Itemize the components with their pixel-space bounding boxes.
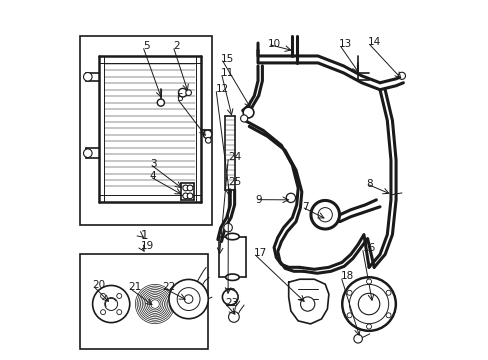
Circle shape bbox=[317, 208, 332, 222]
Text: 23: 23 bbox=[224, 298, 238, 308]
Bar bbox=[81, 255, 208, 349]
Circle shape bbox=[83, 72, 92, 81]
Text: 16: 16 bbox=[362, 243, 375, 253]
Circle shape bbox=[385, 290, 390, 295]
Circle shape bbox=[349, 284, 388, 324]
Text: 17: 17 bbox=[253, 248, 266, 258]
Circle shape bbox=[224, 223, 232, 232]
Circle shape bbox=[101, 310, 105, 315]
Text: 5: 5 bbox=[142, 41, 149, 51]
Circle shape bbox=[117, 293, 122, 298]
Circle shape bbox=[240, 115, 247, 122]
Circle shape bbox=[398, 72, 405, 80]
Circle shape bbox=[187, 185, 193, 191]
Circle shape bbox=[346, 290, 351, 295]
Text: 25: 25 bbox=[228, 177, 241, 187]
Text: 11: 11 bbox=[221, 68, 234, 78]
Circle shape bbox=[205, 138, 211, 143]
Circle shape bbox=[101, 293, 105, 298]
Circle shape bbox=[203, 130, 211, 139]
Circle shape bbox=[366, 279, 371, 284]
Text: 13: 13 bbox=[339, 39, 352, 49]
Circle shape bbox=[346, 313, 351, 318]
Circle shape bbox=[83, 149, 92, 157]
Circle shape bbox=[117, 310, 122, 315]
Circle shape bbox=[169, 279, 208, 319]
Text: 9: 9 bbox=[255, 195, 261, 204]
Circle shape bbox=[228, 311, 239, 322]
Text: 1: 1 bbox=[141, 229, 148, 242]
Text: 10: 10 bbox=[267, 39, 280, 49]
Text: 7: 7 bbox=[301, 202, 307, 212]
Text: 6: 6 bbox=[176, 93, 183, 103]
Circle shape bbox=[366, 324, 371, 329]
Bar bbox=[81, 36, 212, 225]
Text: 2: 2 bbox=[173, 41, 179, 51]
Circle shape bbox=[385, 313, 390, 318]
Text: 24: 24 bbox=[228, 152, 241, 162]
Circle shape bbox=[185, 90, 191, 95]
Circle shape bbox=[187, 193, 193, 199]
Text: 15: 15 bbox=[221, 54, 234, 64]
Text: 21: 21 bbox=[128, 282, 142, 292]
Circle shape bbox=[300, 297, 314, 311]
Circle shape bbox=[157, 99, 164, 106]
Circle shape bbox=[183, 193, 188, 199]
Text: 3: 3 bbox=[149, 159, 156, 169]
Text: 8: 8 bbox=[365, 179, 372, 189]
Circle shape bbox=[358, 293, 379, 315]
Circle shape bbox=[243, 107, 253, 118]
Text: 19: 19 bbox=[141, 241, 154, 251]
Circle shape bbox=[222, 289, 238, 305]
Circle shape bbox=[177, 288, 200, 311]
Text: 18: 18 bbox=[340, 271, 353, 282]
Ellipse shape bbox=[225, 233, 239, 240]
Text: 12: 12 bbox=[216, 84, 229, 94]
Circle shape bbox=[104, 298, 118, 310]
Circle shape bbox=[183, 185, 188, 191]
Circle shape bbox=[353, 334, 362, 343]
Text: 20: 20 bbox=[93, 280, 105, 291]
Circle shape bbox=[285, 193, 295, 203]
Circle shape bbox=[184, 295, 192, 303]
Circle shape bbox=[178, 89, 187, 97]
Circle shape bbox=[342, 277, 395, 331]
Text: 22: 22 bbox=[162, 282, 175, 292]
Text: 4: 4 bbox=[149, 171, 156, 181]
Text: 14: 14 bbox=[367, 37, 380, 48]
Ellipse shape bbox=[225, 274, 239, 280]
Circle shape bbox=[92, 285, 129, 323]
